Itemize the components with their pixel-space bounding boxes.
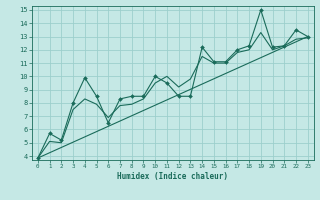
X-axis label: Humidex (Indice chaleur): Humidex (Indice chaleur) [117, 172, 228, 181]
